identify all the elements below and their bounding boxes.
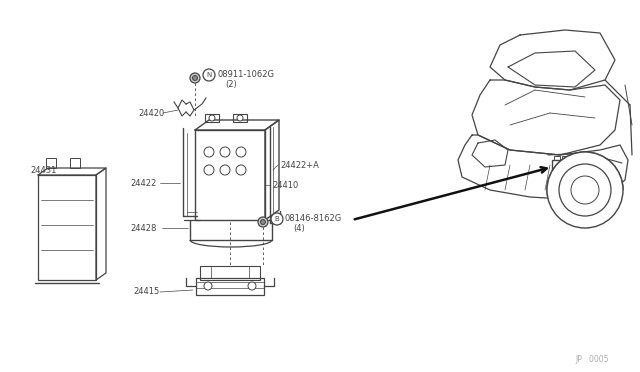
Circle shape <box>204 282 212 290</box>
Circle shape <box>193 76 198 80</box>
Bar <box>196 278 264 295</box>
Text: N: N <box>206 72 212 78</box>
Text: 24420: 24420 <box>138 109 164 118</box>
Text: B: B <box>275 216 280 222</box>
Circle shape <box>571 176 599 204</box>
Text: 24410: 24410 <box>272 180 298 189</box>
Bar <box>38 175 96 280</box>
Bar <box>195 130 265 220</box>
Circle shape <box>220 165 230 175</box>
Text: 08146-8162G: 08146-8162G <box>285 214 342 222</box>
Circle shape <box>236 165 246 175</box>
Text: 24422+A: 24422+A <box>280 160 319 170</box>
Text: JP   0005: JP 0005 <box>575 356 609 365</box>
Text: 24431: 24431 <box>30 166 56 174</box>
Circle shape <box>220 147 230 157</box>
Circle shape <box>204 147 214 157</box>
Bar <box>70 158 80 168</box>
Circle shape <box>203 69 215 81</box>
Bar <box>46 158 56 168</box>
Text: (4): (4) <box>293 224 305 232</box>
Text: 24422: 24422 <box>130 179 156 187</box>
Circle shape <box>237 115 243 121</box>
Text: 08911-1062G: 08911-1062G <box>217 70 274 78</box>
Circle shape <box>271 213 283 225</box>
Circle shape <box>547 152 623 228</box>
Text: 24428: 24428 <box>130 224 156 232</box>
Circle shape <box>559 164 611 216</box>
Circle shape <box>209 115 215 121</box>
Bar <box>233 114 247 122</box>
Bar <box>552 160 570 174</box>
Circle shape <box>204 165 214 175</box>
Bar <box>200 266 260 280</box>
Circle shape <box>248 282 256 290</box>
Circle shape <box>236 147 246 157</box>
Circle shape <box>258 217 268 227</box>
Bar <box>554 156 560 160</box>
Circle shape <box>190 73 200 83</box>
Text: 24415: 24415 <box>133 288 159 296</box>
Text: (2): (2) <box>225 80 237 89</box>
Bar <box>205 114 219 122</box>
Circle shape <box>260 219 266 224</box>
Bar <box>562 156 568 160</box>
